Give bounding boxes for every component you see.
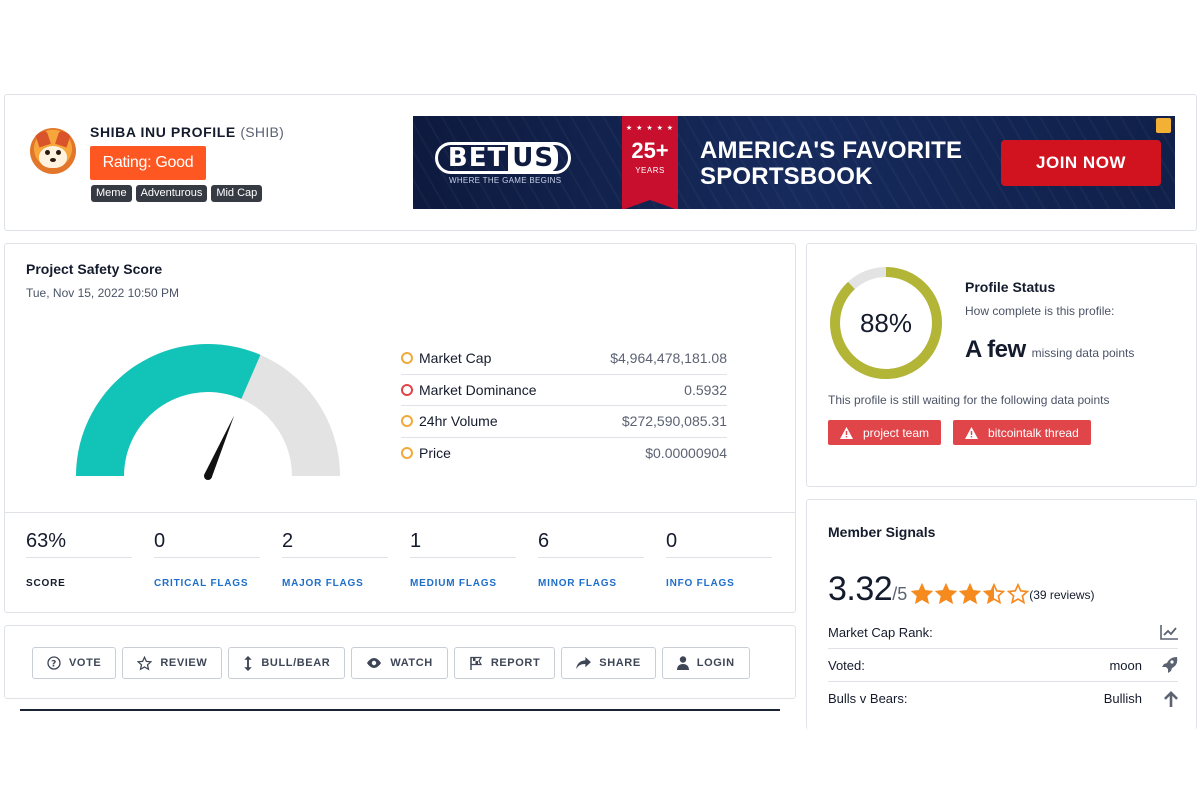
star-icon [1007, 582, 1030, 604]
donut-progress [830, 267, 942, 379]
share-arrow-icon [576, 656, 592, 669]
share-button[interactable]: SHARE [561, 647, 656, 679]
betus-tagline: WHERE THE GAME BEGINS [449, 176, 562, 185]
rating-outof: /5 [892, 584, 908, 604]
checkered-flag-icon [470, 656, 482, 670]
anniversary-ribbon: ★ ★ ★ ★ ★ 25+ YEARS [622, 116, 678, 209]
metric-price: Price $0.00000904 [401, 438, 727, 470]
ad-choices-icon[interactable] [1156, 118, 1171, 133]
completion-donut: 88% [830, 267, 942, 379]
bull-bear-button[interactable]: BULL/BEAR [228, 647, 346, 679]
stat-critical-flags[interactable]: 0 CRITICAL FLAGS [154, 530, 282, 589]
metric-dot-icon [401, 447, 413, 460]
eye-icon [367, 658, 382, 668]
arrow-up-icon [1158, 690, 1178, 707]
tag-adventurous[interactable]: Adventurous [135, 185, 208, 202]
signal-voted: Voted: moon [828, 649, 1178, 682]
tag-list: Meme Adventurous Mid Cap [91, 185, 263, 202]
waiting-text: This profile is still waiting for the fo… [828, 393, 1110, 407]
stat-medium-flags[interactable]: 1 MEDIUM FLAGS [410, 530, 538, 589]
star-icon [911, 582, 934, 604]
warning-triangle-icon [965, 426, 979, 439]
market-metrics: Market Cap $4,964,478,181.08 Market Domi… [401, 343, 727, 469]
actions-card: ? VOTE REVIEW BULL/BEAR WATCH REPORT SHA… [4, 625, 796, 699]
vertical-arrows-icon [244, 655, 253, 671]
safety-title: Project Safety Score [26, 261, 163, 277]
star-icon [935, 582, 958, 604]
signal-rows: Market Cap Rank: Voted: moon Bulls v Bea… [828, 616, 1178, 715]
stat-minor-flags[interactable]: 6 MINOR FLAGS [538, 530, 666, 589]
profile-status-card: 88% Profile Status How complete is this … [806, 243, 1197, 487]
rating-badge[interactable]: Rating: Good [90, 146, 206, 180]
review-count[interactable]: (39 reviews) [1029, 587, 1095, 602]
missing-data-badges: project team bitcointalk thread [828, 420, 1091, 445]
user-icon [676, 656, 689, 670]
signal-market-cap-rank: Market Cap Rank: [828, 616, 1178, 649]
warning-triangle-icon [840, 426, 853, 439]
gauge-needle [204, 415, 235, 478]
completion-percent: 88% [860, 308, 912, 338]
action-buttons: ? VOTE REVIEW BULL/BEAR WATCH REPORT SHA… [32, 647, 750, 679]
report-button[interactable]: REPORT [453, 647, 556, 679]
review-button[interactable]: REVIEW [122, 647, 223, 679]
watch-button[interactable]: WATCH [351, 647, 448, 679]
join-now-button[interactable]: JOIN NOW [1001, 140, 1161, 186]
project-safety-card: Project Safety Score Tue, Nov 15, 2022 1… [4, 243, 796, 613]
ad-banner[interactable]: BET US WHERE THE GAME BEGINS ★ ★ ★ ★ ★ 25… [413, 116, 1175, 209]
rocket-icon [1158, 656, 1178, 674]
tag-mid-cap[interactable]: Mid Cap [211, 185, 263, 202]
signals-title: Member Signals [828, 524, 936, 540]
star-outline-icon [137, 655, 153, 671]
missing-summary: A few missing data points [965, 336, 1135, 363]
metric-dot-icon [401, 352, 413, 365]
question-circle-icon: ? [47, 656, 61, 670]
metric-dot-icon [401, 383, 413, 396]
status-title: Profile Status [965, 279, 1056, 295]
chart-icon [1158, 624, 1178, 640]
star-icon [959, 582, 982, 604]
profile-ticker: (SHIB) [240, 124, 285, 140]
stats-divider [5, 512, 795, 513]
rating-stars[interactable] [911, 582, 1030, 605]
star-icon [983, 582, 1006, 604]
member-rating: 3.32 /5 (39 reviews) [828, 570, 1095, 609]
tag-meme[interactable]: Meme [91, 185, 132, 202]
rating-score: 3.32 [828, 570, 893, 608]
section-divider [20, 709, 780, 711]
metric-market-dominance: Market Dominance 0.5932 [401, 375, 727, 406]
safety-date: Tue, Nov 15, 2022 10:50 PM [26, 286, 179, 300]
member-signals-card: Member Signals 3.32 /5 (39 reviews) Mark… [806, 499, 1197, 729]
missing-project-team[interactable]: project team [828, 420, 942, 445]
flag-stats: 63% SCORE 0 CRITICAL FLAGS 2 MAJOR FLAGS… [26, 530, 794, 589]
metric-market-cap: Market Cap $4,964,478,181.08 [401, 343, 727, 375]
profile-title: SHIBA INU PROFILE (SHIB) [90, 124, 285, 140]
status-subtitle: How complete is this profile: [965, 304, 1115, 318]
missing-bitcointalk-thread[interactable]: bitcointalk thread [953, 420, 1091, 445]
ad-headline: AMERICA'S FAVORITE SPORTSBOOK [700, 137, 963, 190]
login-button[interactable]: LOGIN [661, 647, 750, 679]
stat-score: 63% SCORE [26, 530, 154, 589]
stat-info-flags[interactable]: 0 INFO FLAGS [666, 530, 794, 589]
shiba-inu-logo [30, 128, 76, 174]
safety-gauge [76, 343, 340, 480]
signal-bulls-v-bears: Bulls v Bears: Bullish [828, 682, 1178, 715]
metric-24hr-volume: 24hr Volume $272,590,085.31 [401, 406, 727, 438]
stat-major-flags[interactable]: 2 MAJOR FLAGS [282, 530, 410, 589]
vote-button[interactable]: ? VOTE [32, 647, 117, 679]
betus-logo: BET US [435, 142, 571, 174]
gauge-fill [76, 343, 261, 476]
gauge-hub [204, 472, 212, 480]
metric-dot-icon [401, 415, 413, 428]
svg-text:?: ? [51, 660, 57, 670]
